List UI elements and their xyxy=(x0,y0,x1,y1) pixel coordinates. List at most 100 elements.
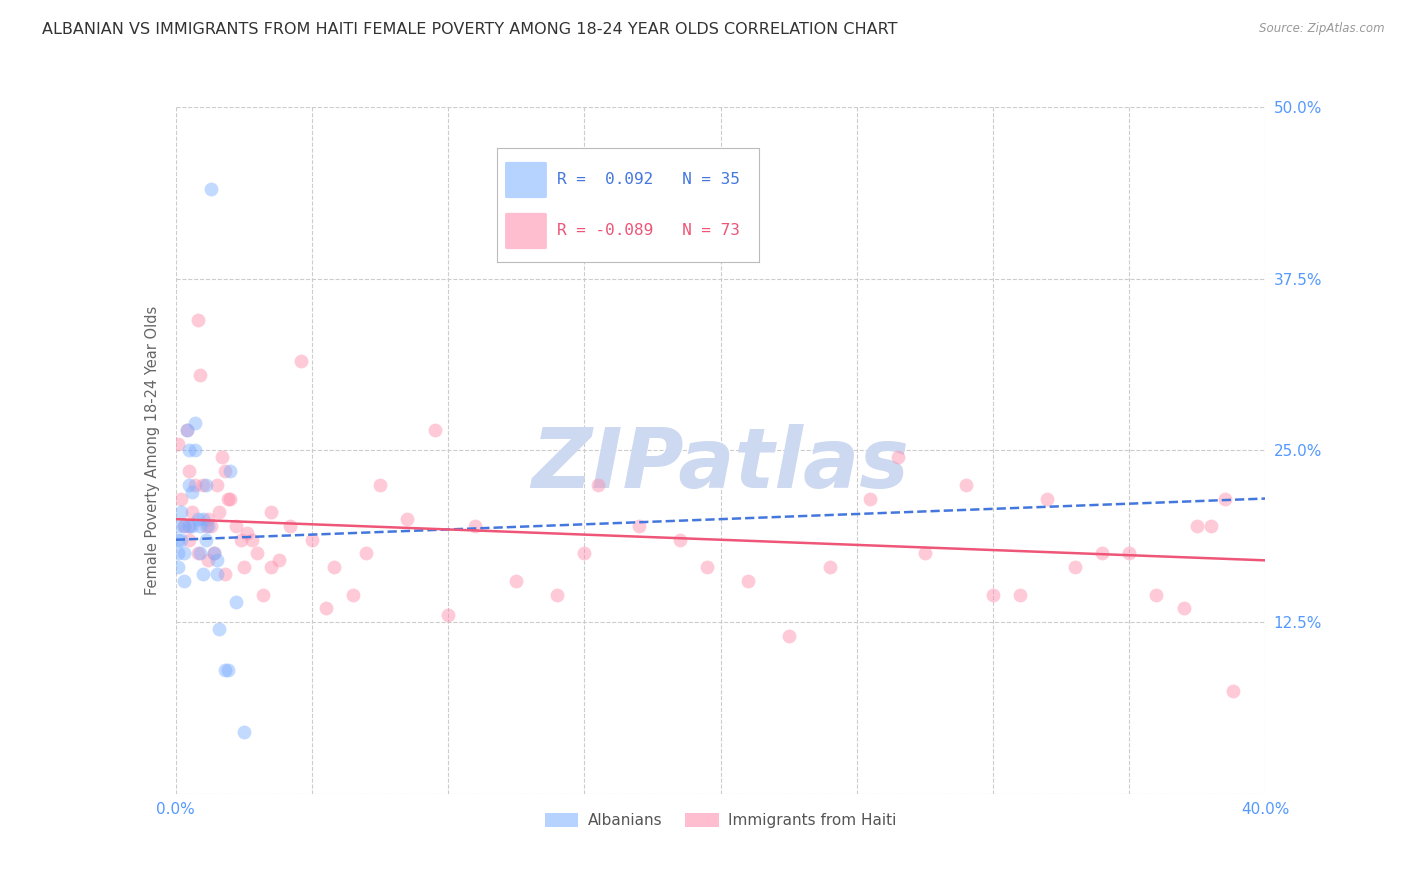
Point xyxy=(186,512,209,526)
Point xyxy=(886,450,908,465)
Point xyxy=(627,519,650,533)
Point xyxy=(208,505,231,519)
Point xyxy=(1173,601,1195,615)
Point xyxy=(322,560,344,574)
Point xyxy=(1199,519,1222,533)
Point xyxy=(214,567,236,582)
Point xyxy=(668,533,690,547)
Point xyxy=(167,533,190,547)
Point xyxy=(176,423,198,437)
Point xyxy=(170,533,193,547)
Point xyxy=(1144,588,1167,602)
Point xyxy=(778,629,800,643)
Point xyxy=(290,354,312,368)
Point xyxy=(184,478,207,492)
Point xyxy=(586,478,609,492)
Point xyxy=(184,416,207,430)
Point xyxy=(1213,491,1236,506)
Point xyxy=(356,546,378,561)
Point xyxy=(1036,491,1059,506)
Text: ALBANIAN VS IMMIGRANTS FROM HAITI FEMALE POVERTY AMONG 18-24 YEAR OLDS CORRELATI: ALBANIAN VS IMMIGRANTS FROM HAITI FEMALE… xyxy=(42,22,897,37)
Point xyxy=(173,574,195,588)
Point xyxy=(423,423,446,437)
Point xyxy=(505,574,527,588)
Point xyxy=(235,525,257,540)
Point xyxy=(269,553,291,567)
Y-axis label: Female Poverty Among 18-24 Year Olds: Female Poverty Among 18-24 Year Olds xyxy=(145,306,160,595)
Point xyxy=(194,478,217,492)
Point xyxy=(914,546,936,561)
Text: ZIPatlas: ZIPatlas xyxy=(531,424,910,505)
Point xyxy=(179,443,201,458)
Point xyxy=(179,478,201,492)
Point xyxy=(301,533,323,547)
Point xyxy=(179,519,201,533)
Point xyxy=(179,519,201,533)
Point xyxy=(205,553,228,567)
Point xyxy=(232,560,254,574)
Point xyxy=(1091,546,1114,561)
Legend: Albanians, Immigrants from Haiti: Albanians, Immigrants from Haiti xyxy=(538,806,903,834)
Point xyxy=(217,491,239,506)
Point xyxy=(194,519,217,533)
Point xyxy=(225,594,247,608)
Point xyxy=(176,423,198,437)
Point xyxy=(202,546,225,561)
Point xyxy=(546,588,568,602)
Point xyxy=(225,519,247,533)
Point xyxy=(200,182,222,196)
Point xyxy=(170,491,193,506)
Point xyxy=(818,560,841,574)
Point xyxy=(202,546,225,561)
Point xyxy=(197,519,219,533)
Point xyxy=(167,560,190,574)
Point xyxy=(737,574,759,588)
Point xyxy=(197,512,219,526)
Point xyxy=(696,560,718,574)
Point xyxy=(955,478,977,492)
Point xyxy=(197,553,219,567)
Point xyxy=(342,588,364,602)
Point xyxy=(1063,560,1085,574)
Point xyxy=(240,533,263,547)
Point xyxy=(186,546,209,561)
Point xyxy=(167,519,190,533)
Point xyxy=(859,491,882,506)
Point xyxy=(184,443,207,458)
Point xyxy=(232,725,254,739)
Point xyxy=(188,368,211,382)
Point xyxy=(260,560,283,574)
Point xyxy=(231,533,253,547)
Point xyxy=(181,484,204,499)
Point xyxy=(188,546,211,561)
Text: Source: ZipAtlas.com: Source: ZipAtlas.com xyxy=(1260,22,1385,36)
Point xyxy=(191,567,214,582)
Point xyxy=(1118,546,1140,561)
Point xyxy=(188,519,211,533)
Point xyxy=(167,436,190,450)
Point xyxy=(208,622,231,636)
Point xyxy=(181,505,204,519)
Point xyxy=(1222,683,1244,698)
Point xyxy=(214,663,236,677)
Point xyxy=(179,533,201,547)
Point xyxy=(981,588,1004,602)
Point xyxy=(217,663,239,677)
Point xyxy=(1187,519,1209,533)
Point xyxy=(173,519,195,533)
Point xyxy=(205,478,228,492)
Point xyxy=(179,464,201,478)
Point xyxy=(252,588,274,602)
Point xyxy=(214,464,236,478)
Point xyxy=(278,519,301,533)
Point xyxy=(260,505,283,519)
Point xyxy=(186,313,209,327)
Point xyxy=(191,512,214,526)
Point xyxy=(437,608,460,623)
Point xyxy=(315,601,337,615)
Point xyxy=(219,464,242,478)
Point xyxy=(200,519,222,533)
Point xyxy=(246,546,269,561)
Point xyxy=(464,519,486,533)
Point xyxy=(167,546,190,561)
